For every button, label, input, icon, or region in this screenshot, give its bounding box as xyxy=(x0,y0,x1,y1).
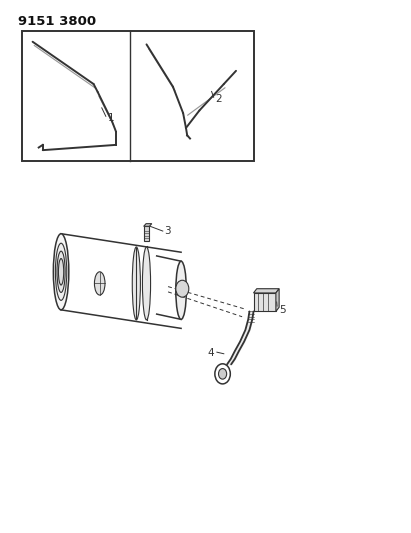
Ellipse shape xyxy=(58,259,64,285)
Ellipse shape xyxy=(143,247,150,320)
Ellipse shape xyxy=(215,364,230,384)
Text: 2: 2 xyxy=(215,94,222,104)
Ellipse shape xyxy=(95,272,105,295)
Ellipse shape xyxy=(53,233,69,310)
Ellipse shape xyxy=(176,280,189,297)
Polygon shape xyxy=(254,289,279,293)
Text: 9151 3800: 9151 3800 xyxy=(18,15,97,28)
Ellipse shape xyxy=(55,243,67,300)
Bar xyxy=(254,293,276,311)
Polygon shape xyxy=(144,224,152,227)
Text: 5: 5 xyxy=(279,305,285,315)
Ellipse shape xyxy=(132,247,141,320)
Text: 4: 4 xyxy=(208,348,215,358)
Ellipse shape xyxy=(176,261,186,319)
Ellipse shape xyxy=(57,251,65,293)
Text: 1: 1 xyxy=(108,113,115,123)
Polygon shape xyxy=(276,289,279,311)
Text: 3: 3 xyxy=(164,226,171,236)
Bar xyxy=(23,31,254,161)
Polygon shape xyxy=(144,227,149,241)
Ellipse shape xyxy=(219,368,226,379)
